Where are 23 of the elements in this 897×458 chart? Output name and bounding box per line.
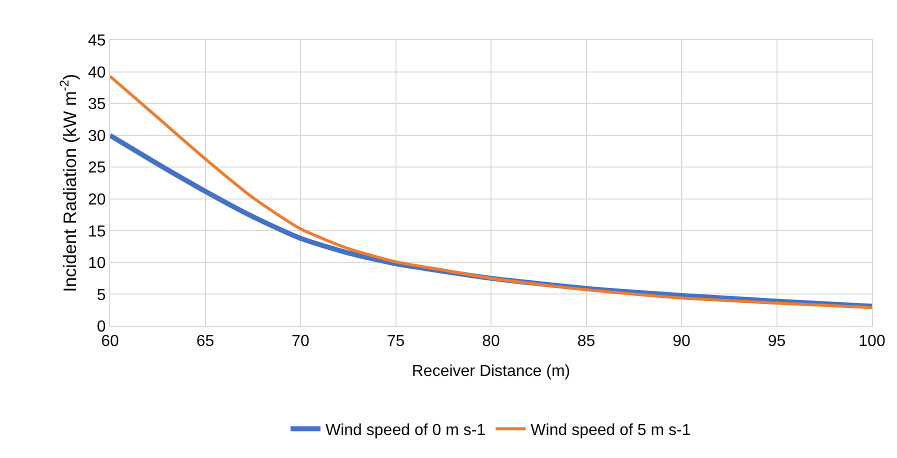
line-series xyxy=(110,74,872,310)
y-tick-label: 5 xyxy=(96,286,106,304)
y-tick-label: 30 xyxy=(88,128,106,145)
y-tick-label: 35 xyxy=(88,96,106,114)
y-tick-label: 40 xyxy=(88,64,106,82)
x-axis-title: Receiver Distance (m) xyxy=(412,362,570,380)
x-tick-label: 60 xyxy=(101,333,119,350)
x-tick-label: 75 xyxy=(386,333,405,350)
x-tick-label: 80 xyxy=(482,333,500,350)
y-tick-label: 20 xyxy=(88,191,106,208)
x-tick-label: 85 xyxy=(577,333,596,350)
legend-label: Wind speed of 5 m s-1 xyxy=(530,422,691,439)
x-tick-label: 65 xyxy=(196,333,214,350)
x-tick-label: 70 xyxy=(292,333,310,350)
y-tick-label: 25 xyxy=(88,160,106,177)
y-tick-label: 15 xyxy=(88,223,106,240)
y-tick-label: 45 xyxy=(88,32,106,50)
x-tick-label: 100 xyxy=(858,333,886,350)
legend-label: Wind speed of 0 m s-1 xyxy=(326,422,486,439)
y-tick-label: 10 xyxy=(88,255,106,272)
y-tick-label: 0 xyxy=(96,318,106,336)
x-tick-label: 90 xyxy=(672,333,690,350)
x-tick-label: 95 xyxy=(768,333,786,350)
